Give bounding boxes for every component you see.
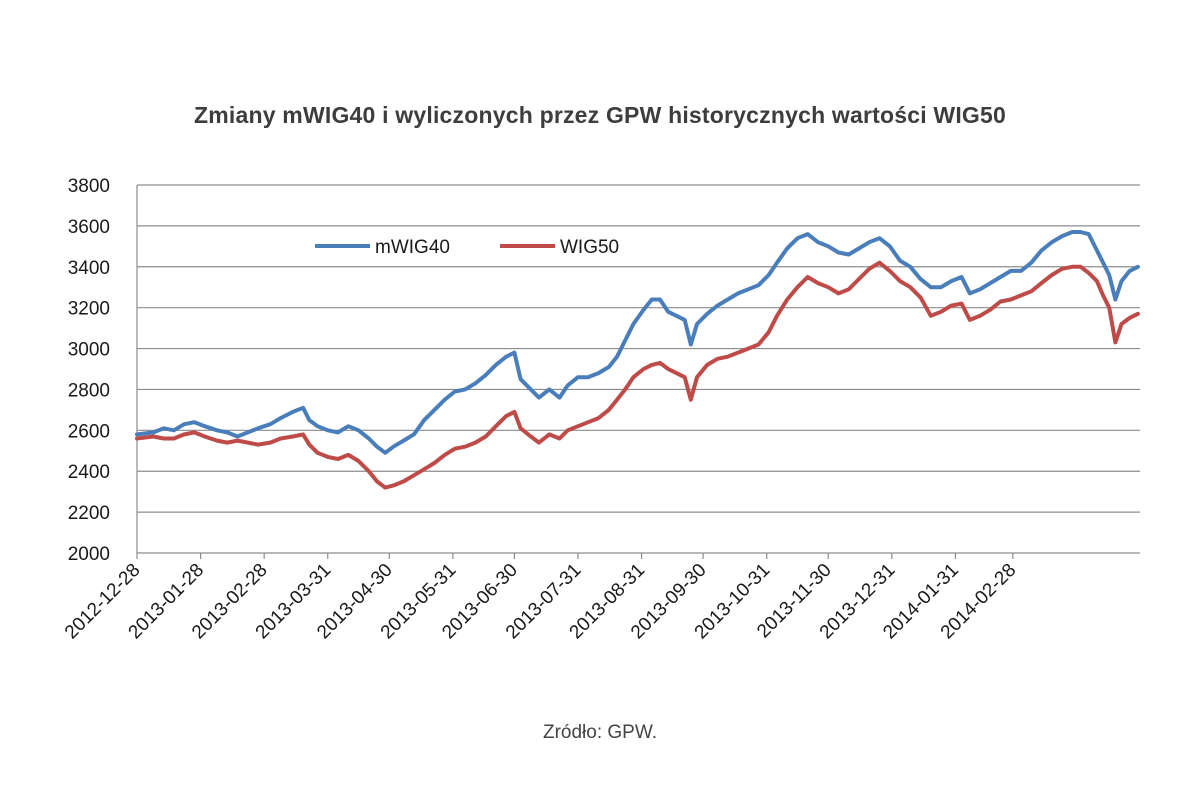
chart-title: Zmiany mWIG40 i wyliczonych przez GPW hi… <box>193 102 1006 128</box>
series-line-wig50 <box>135 260 1140 490</box>
y-tick-label: 2200 <box>68 503 110 524</box>
x-axis-ticks: 2012-12-282013-01-282013-02-282013-03-31… <box>61 553 1020 643</box>
legend: mWIG40 WIG50 <box>315 237 619 258</box>
grid-lines <box>136 184 1140 554</box>
y-axis-ticks: 2000 2200 2400 2600 2800 3000 3200 3400 3600 3800 <box>68 176 110 565</box>
y-tick-label: 2400 <box>68 462 110 483</box>
legend-label-wig50: WIG50 <box>560 237 619 258</box>
series-lines <box>135 230 1140 490</box>
source-note: Zródło: GPW. <box>542 722 658 743</box>
y-tick-label: 3000 <box>68 340 110 361</box>
y-tick-label: 3200 <box>68 299 110 320</box>
y-tick-label: 2800 <box>68 380 110 401</box>
y-tick-label: 2600 <box>68 421 110 442</box>
y-tick-label: 3600 <box>68 217 110 238</box>
series-line-mwig40 <box>135 230 1140 455</box>
legend-label-mwig40: mWIG40 <box>375 237 450 258</box>
y-tick-label: 3400 <box>68 258 110 279</box>
y-tick-label: 2000 <box>68 544 110 565</box>
y-tick-label: 3800 <box>68 176 110 197</box>
